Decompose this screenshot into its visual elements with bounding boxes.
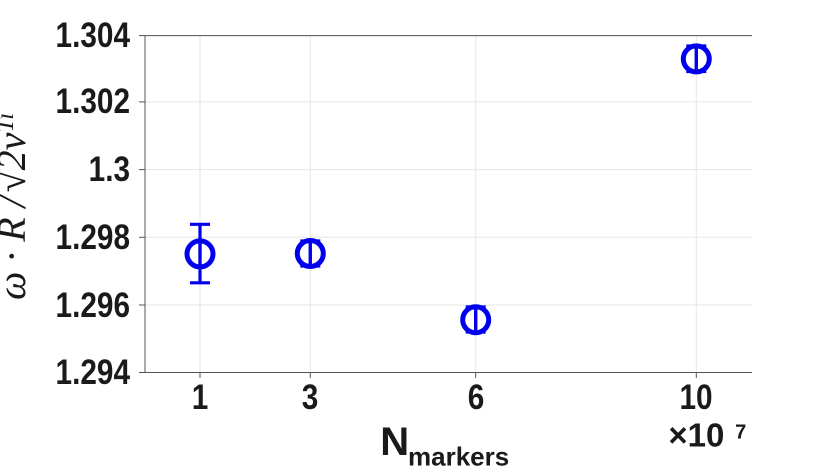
svg-text:7: 7 <box>735 422 746 444</box>
svg-text:markers: markers <box>408 442 509 472</box>
svg-text:N: N <box>380 420 409 464</box>
svg-text:2v: 2v <box>0 132 34 170</box>
svg-text:×10: ×10 <box>668 417 724 454</box>
svg-text:√: √ <box>0 170 34 192</box>
svg-text:ω · R /: ω · R / <box>0 192 34 300</box>
svg-text:Ti: Ti <box>0 113 19 133</box>
